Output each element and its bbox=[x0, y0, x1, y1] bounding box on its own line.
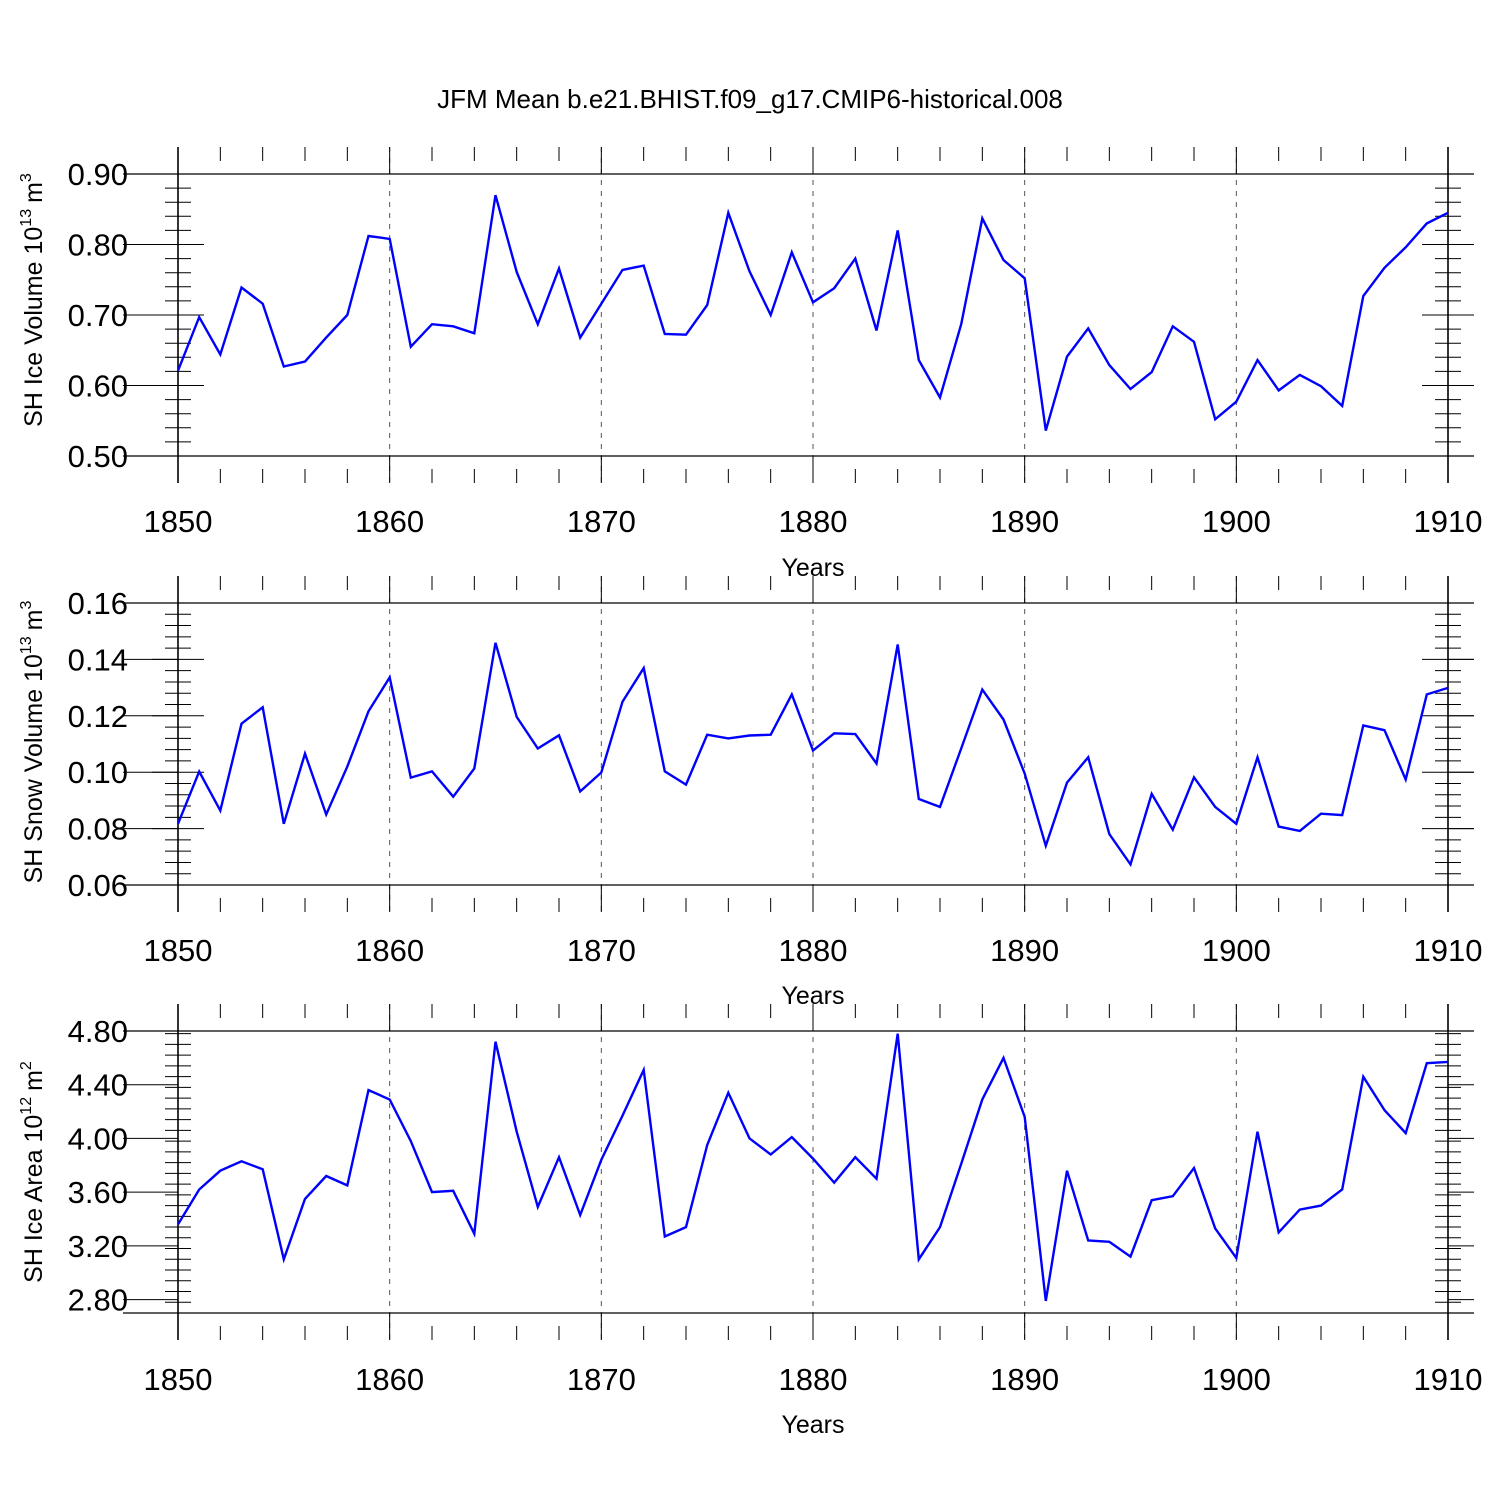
panel-3: 2.80 3.20 3.60 4.00 4.40 4.80 1850 1860 1870 1880… bbox=[18, 1004, 1482, 1439]
y-tick-label: 0.12 bbox=[68, 699, 128, 734]
y-axis-label-unit-exponent: 3 bbox=[18, 173, 35, 182]
y-tick-label: 0.50 bbox=[68, 439, 128, 474]
y-axis-label: SH Snow Volume 1013 m3 bbox=[18, 600, 48, 883]
y-axis-label: SH Ice Volume 1013 m3 bbox=[18, 173, 48, 427]
x-tick-label: 1870 bbox=[567, 1362, 636, 1397]
y-tick-label: 0.80 bbox=[68, 228, 128, 263]
x-tick-label: 1900 bbox=[1202, 933, 1271, 968]
x-tick-label: 1870 bbox=[567, 504, 636, 539]
y-axis-label-text: SH Ice Area 10 bbox=[20, 1115, 48, 1283]
x-tick-label: 1890 bbox=[990, 933, 1059, 968]
chart-title: JFM Mean b.e21.BHIST.f09_g17.CMIP6-histo… bbox=[437, 84, 1063, 114]
x-tick-label: 1870 bbox=[567, 933, 636, 968]
y-tick-label: 0.10 bbox=[68, 755, 128, 790]
y-axis-label-exponent: 13 bbox=[18, 209, 35, 227]
x-axis-label: Years bbox=[781, 1411, 844, 1439]
x-tick-label: 1880 bbox=[779, 504, 848, 539]
y-tick-label: 0.60 bbox=[68, 369, 128, 404]
y-tick-label: 4.80 bbox=[68, 1014, 128, 1049]
y-tick-label: 3.60 bbox=[68, 1175, 128, 1210]
panel-2: 0.06 0.08 0.10 0.12 0.14 0.16 1850 1860 1870 1880… bbox=[18, 576, 1482, 1010]
y-axis-label-exponent: 12 bbox=[18, 1097, 35, 1115]
x-tick-label: 1890 bbox=[990, 1362, 1059, 1397]
y-axis-label-exponent: 13 bbox=[18, 636, 35, 654]
y-axis-label-unit: m bbox=[20, 1070, 48, 1091]
y-axis-label: SH Ice Area 1012 m2 bbox=[18, 1061, 48, 1283]
x-tick-label: 1850 bbox=[144, 1362, 213, 1397]
y-tick-label: 0.06 bbox=[68, 868, 128, 903]
x-tick-label: 1880 bbox=[779, 1362, 848, 1397]
x-tick-label: 1860 bbox=[355, 1362, 424, 1397]
x-tick-label: 1910 bbox=[1414, 933, 1483, 968]
y-axis-label-unit-exponent: 3 bbox=[18, 600, 35, 609]
x-tick-label: 1860 bbox=[355, 933, 424, 968]
x-tick-label: 1860 bbox=[355, 504, 424, 539]
y-tick-label: 0.16 bbox=[68, 586, 128, 621]
y-axis-label-text: SH Ice Volume 10 bbox=[20, 227, 48, 427]
y-axis-label-unit: m bbox=[20, 182, 48, 203]
x-tick-label: 1900 bbox=[1202, 1362, 1271, 1397]
x-tick-label: 1910 bbox=[1414, 1362, 1483, 1397]
y-axis-label-text: SH Snow Volume 10 bbox=[20, 654, 48, 883]
y-tick-label: 4.40 bbox=[68, 1068, 128, 1103]
y-tick-label: 2.80 bbox=[68, 1283, 128, 1318]
x-tick-label: 1850 bbox=[144, 933, 213, 968]
y-tick-label: 0.90 bbox=[68, 157, 128, 192]
y-axis-label-unit-exponent: 2 bbox=[18, 1061, 35, 1070]
x-tick-label: 1880 bbox=[779, 933, 848, 968]
y-tick-label: 3.20 bbox=[68, 1229, 128, 1264]
x-tick-label: 1850 bbox=[144, 504, 213, 539]
x-tick-label: 1890 bbox=[990, 504, 1059, 539]
y-tick-label: 4.00 bbox=[68, 1121, 128, 1156]
x-tick-label: 1910 bbox=[1414, 504, 1483, 539]
x-tick-label: 1900 bbox=[1202, 504, 1271, 539]
panel-1: 0.50 0.60 0.70 0.80 0.90 1850 1860 1870 1880 1890… bbox=[18, 147, 1482, 582]
y-tick-label: 0.70 bbox=[68, 298, 128, 333]
y-axis-label-unit: m bbox=[20, 609, 48, 630]
y-tick-label: 0.14 bbox=[68, 642, 128, 677]
y-tick-label: 0.08 bbox=[68, 812, 128, 847]
